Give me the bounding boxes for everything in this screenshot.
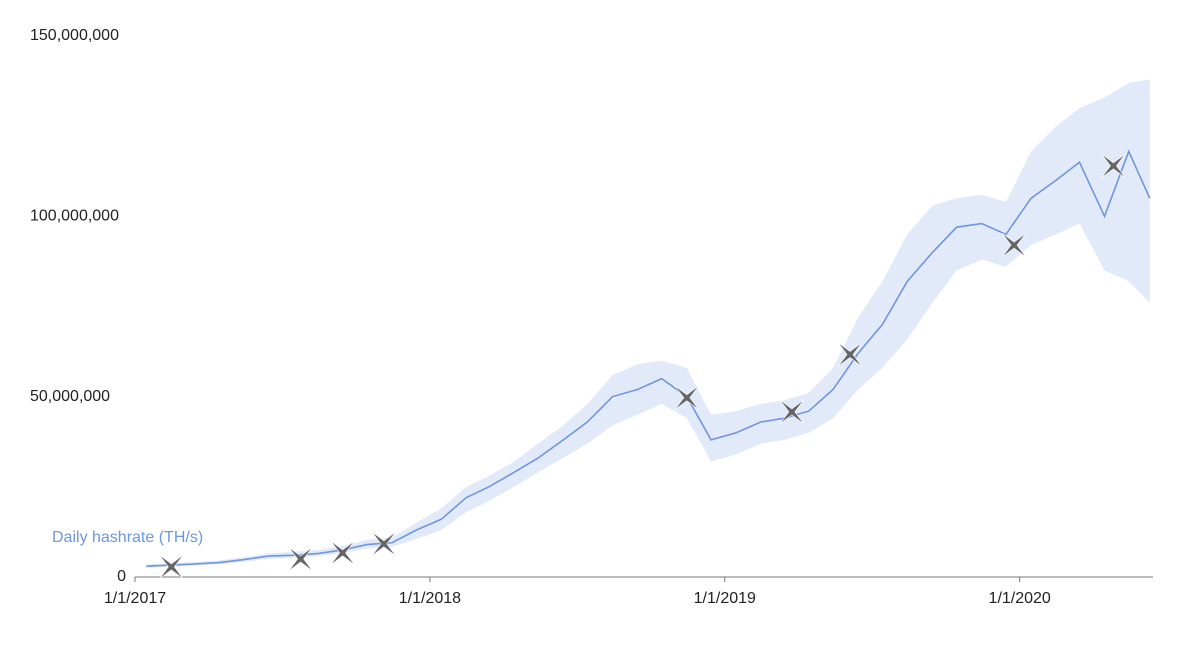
event-marker <box>330 540 355 566</box>
range-band <box>146 79 1150 568</box>
y-tick-label: 100,000,000 <box>30 208 119 225</box>
event-marker <box>779 399 805 425</box>
y-tick-label: 0 <box>117 568 126 585</box>
legend-label: Daily hashrate (TH/s) <box>52 529 203 546</box>
x-tick-label: 1/1/2020 <box>989 590 1051 607</box>
event-marker <box>159 554 184 580</box>
event-marker <box>288 546 313 572</box>
event-marker <box>371 531 397 557</box>
line <box>146 149 1151 567</box>
x-tick-label: 1/1/2018 <box>399 590 461 607</box>
y-tick-label: 50,000,000 <box>30 388 110 405</box>
event-marker <box>674 385 700 410</box>
x-tick-label: 1/1/2019 <box>694 590 756 607</box>
event-marker <box>837 342 863 367</box>
y-tick-label: 150,000,000 <box>30 27 119 44</box>
x-tick-label: 1/1/2017 <box>104 590 166 607</box>
event-marker <box>1101 153 1126 179</box>
event-marker <box>1001 232 1027 258</box>
